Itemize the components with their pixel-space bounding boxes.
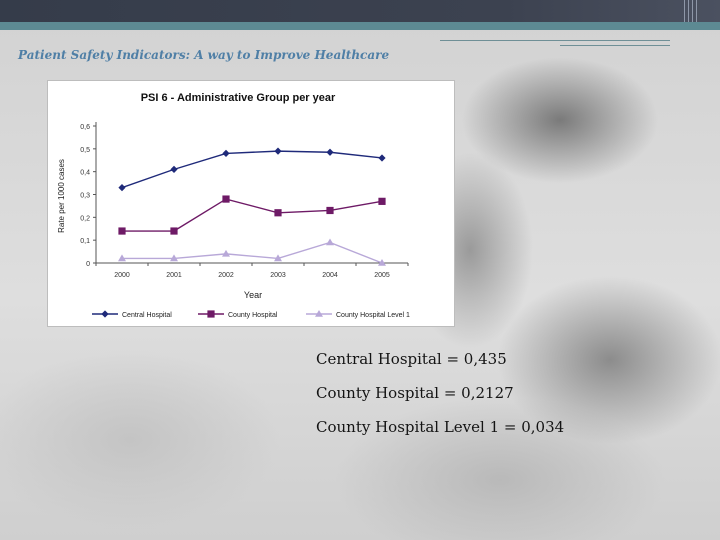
series-layer (118, 147, 386, 266)
x-axis-label: Year (244, 290, 262, 300)
y-tick-label: 0,4 (80, 170, 90, 177)
chart-legend: Central Hospital County Hospital County Ho… (92, 310, 410, 319)
y-tick-label: 0,3 (80, 193, 90, 200)
legend-marker (315, 310, 323, 317)
data-point (378, 259, 386, 266)
y-tick-label: 0 (86, 261, 90, 268)
data-point (118, 227, 126, 235)
top-bar (0, 0, 720, 22)
county-hospital-rate: County Hospital = 0,2127 (316, 384, 514, 402)
data-point (274, 254, 282, 262)
legend-marker (207, 310, 215, 318)
data-point (170, 254, 178, 262)
data-point (222, 195, 230, 203)
county-hospital-level1-rate: County Hospital Level 1 = 0,034 (316, 418, 565, 436)
divider-line (440, 40, 670, 41)
divider-line-short (560, 45, 670, 46)
series-line (121, 150, 383, 189)
x-tick-label: 2005 (374, 272, 390, 279)
data-point (326, 148, 334, 156)
series-line (122, 241, 383, 264)
y-tick-label: 0,5 (80, 147, 90, 154)
x-tick-label: 2004 (322, 272, 338, 279)
x-tick-label: 2000 (114, 272, 130, 279)
data-point (170, 165, 178, 173)
y-tick-label: 0,6 (80, 124, 90, 131)
legend-label: Central Hospital (122, 312, 172, 319)
x-tick-label: 2003 (270, 272, 286, 279)
rate-summary: Central Hospital = 0,435 County Hospital… (316, 348, 564, 450)
y-tick-label: 0,1 (80, 238, 90, 245)
data-point (378, 197, 386, 205)
chart-title: PSI 6 - Administrative Group per year (141, 92, 336, 104)
x-tick-label: 2001 (166, 272, 182, 279)
accent-bar (0, 22, 720, 30)
legend-marker (101, 310, 109, 318)
data-point (274, 209, 282, 217)
legend-item: County Hospital Level 1 (306, 310, 410, 319)
series-county-hospital-level-1 (118, 238, 386, 266)
legend-item: Central Hospital (92, 310, 172, 319)
decorative-stripes (684, 0, 698, 22)
data-point (326, 238, 334, 246)
slide-title: Patient Safety Indicators: A way to Impr… (18, 48, 390, 62)
central-hospital-rate: Central Hospital = 0,435 (316, 350, 507, 368)
y-axis-label: Rate per 1000 cases (57, 159, 66, 233)
y-tick-label: 0,2 (80, 215, 90, 222)
legend-label: County Hospital (228, 312, 278, 319)
data-point (222, 249, 230, 257)
data-point (222, 149, 230, 157)
series-line (122, 198, 383, 232)
data-point (170, 227, 178, 235)
data-point (274, 147, 282, 155)
line-chart: PSI 6 - Administrative Group per year 00… (57, 92, 410, 319)
data-point (378, 154, 386, 162)
chart-axes: 0 0,1 0,2 0,3 0,4 0,5 0,6 2000 2001 2002 2003 2004 2… (80, 122, 409, 279)
data-point (118, 184, 126, 192)
series-county-hospital (118, 195, 386, 235)
data-point (118, 254, 126, 262)
legend-item: County Hospital (198, 310, 278, 319)
data-point (326, 206, 334, 215)
legend-label: County Hospital Level 1 (336, 312, 410, 319)
x-tick-label: 2002 (218, 272, 234, 279)
series-central-hospital (118, 147, 386, 192)
